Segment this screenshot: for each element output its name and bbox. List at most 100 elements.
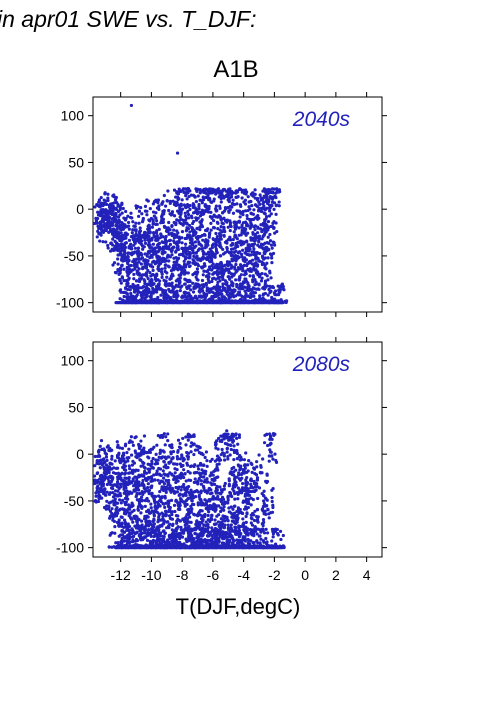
data-point bbox=[266, 228, 270, 232]
data-point bbox=[141, 235, 146, 239]
data-point bbox=[195, 470, 199, 475]
data-point bbox=[127, 285, 132, 289]
data-point bbox=[131, 443, 135, 447]
data-point bbox=[111, 263, 115, 267]
data-point bbox=[97, 450, 101, 454]
data-point bbox=[233, 289, 237, 293]
data-point bbox=[221, 277, 225, 281]
data-point bbox=[172, 477, 176, 482]
data-point bbox=[219, 200, 223, 204]
data-point bbox=[94, 491, 98, 495]
data-point bbox=[111, 232, 115, 236]
data-point bbox=[121, 507, 125, 511]
data-point bbox=[113, 525, 117, 529]
data-point bbox=[168, 255, 172, 259]
data-point bbox=[180, 230, 185, 234]
data-point bbox=[186, 457, 190, 461]
data-point bbox=[143, 531, 147, 535]
data-point bbox=[234, 235, 238, 239]
data-point bbox=[121, 478, 125, 483]
data-point bbox=[162, 250, 166, 254]
data-point bbox=[148, 256, 152, 260]
data-point bbox=[137, 502, 142, 506]
data-point bbox=[93, 499, 97, 503]
data-point bbox=[116, 489, 120, 493]
data-point bbox=[220, 230, 224, 234]
data-point bbox=[137, 221, 141, 225]
data-point bbox=[253, 291, 258, 295]
data-point bbox=[250, 204, 254, 208]
data-point bbox=[176, 534, 180, 538]
data-point bbox=[122, 267, 126, 271]
data-point bbox=[185, 502, 189, 507]
data-point bbox=[237, 233, 241, 237]
data-point bbox=[113, 511, 118, 515]
data-point bbox=[190, 498, 194, 503]
data-point bbox=[140, 253, 144, 257]
data-point bbox=[140, 267, 145, 271]
data-point bbox=[185, 286, 189, 291]
data-point bbox=[111, 495, 116, 499]
data-point bbox=[135, 478, 139, 482]
data-point bbox=[177, 507, 181, 511]
data-point bbox=[188, 207, 192, 212]
data-point bbox=[225, 245, 229, 250]
data-point bbox=[104, 463, 108, 467]
data-point bbox=[155, 238, 159, 243]
data-point bbox=[171, 531, 175, 535]
data-point bbox=[152, 231, 156, 235]
data-point bbox=[126, 522, 130, 526]
data-point bbox=[170, 246, 174, 250]
data-point bbox=[243, 277, 247, 281]
data-point bbox=[139, 458, 143, 462]
data-point bbox=[116, 541, 120, 545]
data-point bbox=[238, 263, 243, 267]
data-point bbox=[272, 195, 276, 199]
data-point bbox=[164, 463, 168, 467]
data-point bbox=[184, 493, 188, 497]
data-point bbox=[186, 508, 190, 512]
data-point bbox=[178, 457, 182, 461]
data-point bbox=[105, 458, 109, 463]
data-point bbox=[101, 240, 105, 244]
data-point bbox=[130, 231, 134, 235]
data-point bbox=[252, 294, 256, 298]
data-point bbox=[126, 497, 130, 501]
data-point bbox=[263, 241, 267, 245]
data-point bbox=[201, 212, 206, 216]
data-point bbox=[132, 277, 136, 281]
data-point bbox=[222, 226, 226, 231]
data-point bbox=[102, 471, 106, 475]
data-point bbox=[131, 535, 135, 539]
data-point bbox=[193, 448, 198, 452]
data-point bbox=[176, 277, 180, 281]
data-point bbox=[221, 282, 225, 286]
data-point bbox=[124, 492, 128, 496]
data-point bbox=[146, 262, 150, 266]
data-point bbox=[247, 205, 251, 209]
data-point bbox=[174, 527, 178, 531]
data-point bbox=[248, 259, 253, 263]
data-point bbox=[123, 521, 127, 525]
data-point bbox=[101, 201, 106, 205]
data-point bbox=[256, 215, 260, 219]
data-point bbox=[154, 287, 158, 291]
data-point bbox=[110, 475, 114, 479]
data-point bbox=[134, 455, 138, 459]
data-point bbox=[219, 262, 224, 266]
data-point bbox=[153, 276, 157, 280]
data-point bbox=[222, 288, 227, 292]
data-point bbox=[194, 199, 198, 204]
data-point bbox=[175, 190, 179, 194]
data-point bbox=[189, 504, 193, 508]
data-point bbox=[181, 188, 185, 192]
data-point bbox=[182, 262, 187, 266]
data-point bbox=[218, 254, 223, 258]
data-point bbox=[158, 490, 162, 494]
data-point bbox=[139, 532, 143, 536]
data-point bbox=[141, 247, 145, 251]
data-point bbox=[134, 495, 138, 499]
data-point bbox=[265, 274, 269, 278]
data-point bbox=[217, 265, 221, 270]
data-point bbox=[243, 188, 248, 192]
